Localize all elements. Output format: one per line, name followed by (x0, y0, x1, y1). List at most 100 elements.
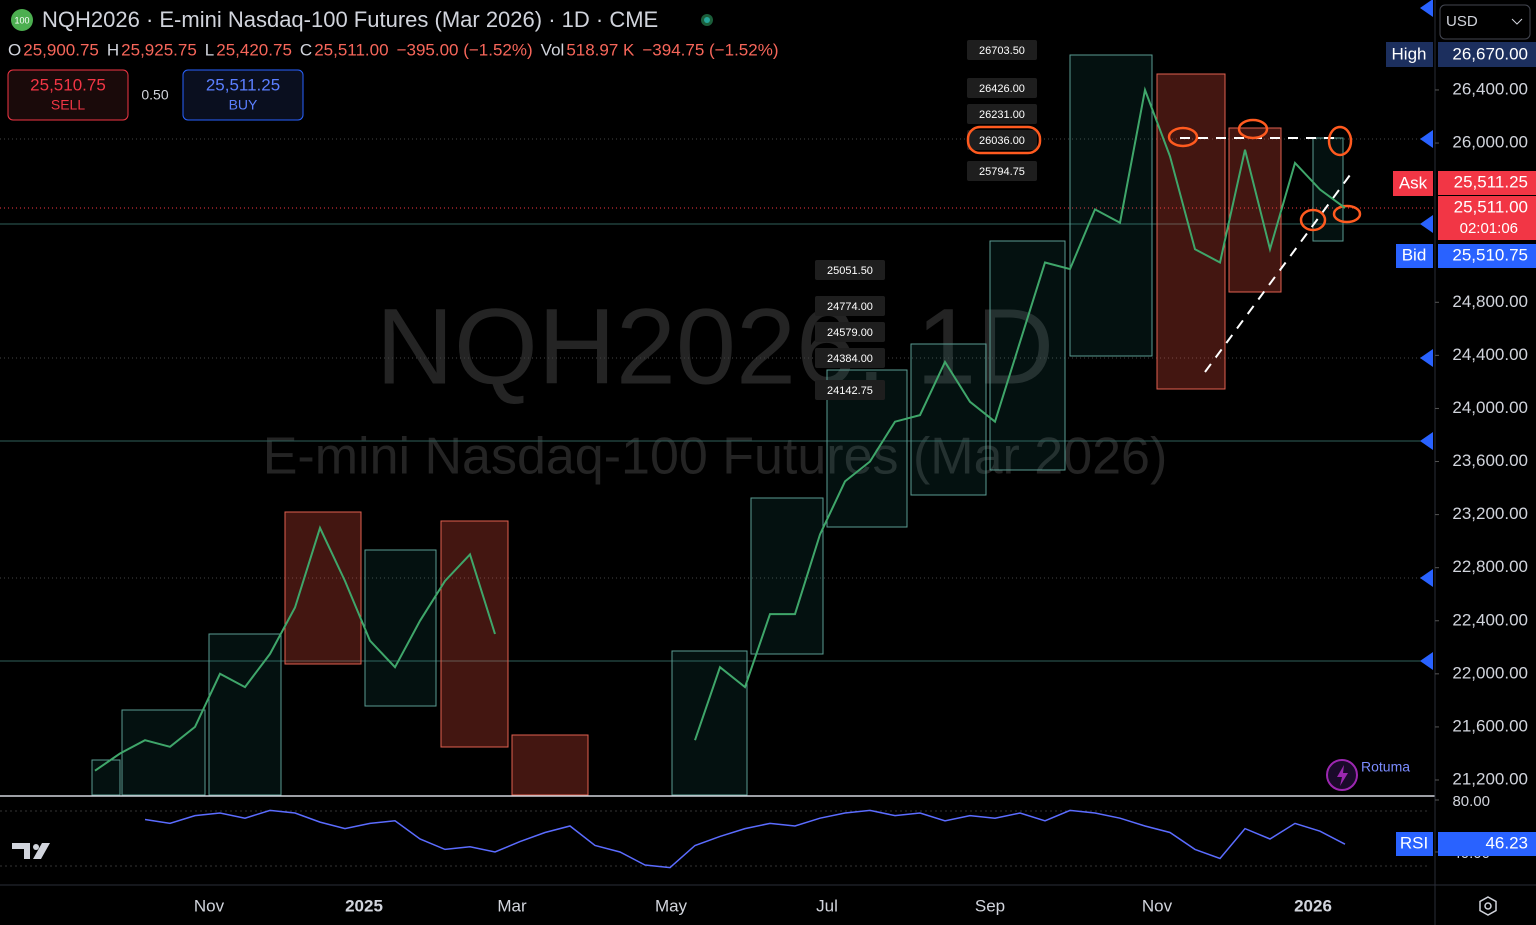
alert-marker[interactable] (1420, 349, 1433, 367)
ohlc-label: C (300, 40, 312, 59)
range-box[interactable] (208, 633, 282, 796)
buy-button[interactable] (182, 69, 304, 121)
level-label-box (815, 322, 885, 342)
sell-price: 25,510.75 (30, 75, 106, 94)
alert-marker[interactable] (1420, 130, 1433, 148)
level-label: 25794.75 (979, 166, 1025, 178)
level-label: 26426.00 (979, 83, 1025, 95)
market-status-dot (704, 17, 710, 23)
highlight-circle (1299, 208, 1327, 232)
tv-logo[interactable] (12, 843, 50, 859)
level-label-box (815, 348, 885, 368)
series: 26,400.00 26,000.00 24,800.00 24,400.00 24,0… (94, 79, 1528, 915)
time-tick-label: Mar (497, 896, 527, 915)
price-tick-label: 22,400.00 (1452, 610, 1528, 629)
price-tick-label: 24,000.00 (1452, 398, 1528, 417)
level-label-box (967, 130, 1037, 150)
price-tick-label: 23,200.00 (1452, 504, 1528, 523)
level-label-box (815, 296, 885, 316)
rsi-tick-label: 80.00 (1452, 793, 1490, 810)
highlight-circle (1167, 126, 1199, 148)
ask-value-box (1438, 171, 1536, 195)
high-label-box (1386, 42, 1433, 67)
range-box[interactable] (1228, 127, 1282, 293)
level-label: 25051.50 (827, 265, 873, 277)
alert-marker[interactable] (1420, 652, 1433, 670)
range-box[interactable] (1069, 54, 1153, 357)
buy-price: 25,511.25 (206, 75, 280, 94)
ask-label: Ask (1399, 173, 1428, 192)
indicator-badge: Rotuma (1361, 759, 1410, 775)
level-label-box (967, 104, 1037, 124)
high-value-box (1438, 42, 1536, 67)
trend-line (1204, 174, 1351, 373)
level-label-box (967, 161, 1037, 181)
time-tick-label: Nov (194, 896, 225, 915)
ask-value: 25,511.25 (1454, 172, 1528, 191)
highlight-box (966, 125, 1042, 155)
sell-button[interactable] (7, 69, 129, 121)
range-box[interactable] (671, 650, 748, 796)
dropdown-arrow (1511, 18, 1523, 25)
ohlc-value: 25,511.00 (314, 40, 388, 59)
time-tick-label: Nov (1142, 896, 1173, 915)
bar-countdown: 02:01:06 (1460, 220, 1518, 237)
ask-label-box (1393, 171, 1433, 196)
alert-marker[interactable] (1420, 215, 1433, 233)
settings-icon (1484, 902, 1492, 910)
ohlc-label: H (107, 40, 119, 59)
bid-label-box (1396, 244, 1433, 268)
sell-label: SELL (51, 97, 85, 113)
alert-marker[interactable] (1420, 569, 1433, 587)
range-box[interactable] (364, 549, 437, 707)
level-label: 24384.00 (827, 353, 873, 365)
highlight-circle (1327, 125, 1353, 157)
buy-label: BUY (229, 97, 258, 113)
ohlc-value: 25,420.75 (216, 40, 292, 59)
level-label: 24579.00 (827, 327, 873, 339)
settings-button[interactable] (1479, 896, 1497, 916)
bid-value-box (1438, 244, 1536, 268)
time-tick-label: Sep (975, 896, 1005, 915)
level-label-box (967, 40, 1037, 60)
volume: 518.97 K (566, 40, 635, 59)
bolt-icon (1337, 765, 1348, 786)
currency-select[interactable] (1439, 4, 1531, 40)
time-tick-label: Jul (816, 896, 838, 915)
price-tick-label: 24,400.00 (1452, 345, 1528, 364)
level-label: 24774.00 (827, 301, 873, 313)
alert-marker[interactable] (1420, 432, 1433, 450)
watermark-name: E-mini Nasdaq-100 Futures (Mar 2026) (263, 428, 1168, 486)
time-tick-label: 2025 (345, 896, 383, 915)
last-price-box (1438, 196, 1536, 240)
tv-logo-dot (33, 844, 39, 850)
range-box[interactable] (91, 759, 121, 796)
range-box[interactable] (1312, 137, 1344, 242)
range-box[interactable] (750, 497, 824, 655)
volume-label: Vol (541, 40, 565, 59)
price-tick-label: 22,000.00 (1452, 663, 1528, 682)
level-label: 24142.75 (827, 385, 873, 397)
range-box[interactable] (440, 520, 509, 748)
rsi-value-box (1438, 832, 1536, 856)
high-label: High (1392, 44, 1427, 63)
range-box[interactable] (989, 240, 1066, 471)
highlight-circle (1332, 204, 1362, 224)
last-price: 25,511.00 (1454, 197, 1528, 216)
bid-label: Bid (1402, 245, 1427, 264)
price-tick-label: 23,600.00 (1452, 451, 1528, 470)
range-box[interactable] (511, 734, 589, 796)
price-tick-label: 26,400.00 (1452, 79, 1528, 98)
rsi-label-box (1396, 832, 1433, 856)
bid-value: 25,510.75 (1452, 245, 1528, 264)
alert-marker[interactable] (1420, 0, 1433, 17)
spread: 0.50 (141, 87, 168, 103)
symbol-title[interactable]: NQH2026 · E-mini Nasdaq-100 Futures (Mar… (42, 7, 658, 32)
price-tick-label: 21,200.00 (1452, 769, 1528, 788)
rsi-line (144, 809, 1346, 869)
range-box[interactable] (121, 709, 206, 796)
